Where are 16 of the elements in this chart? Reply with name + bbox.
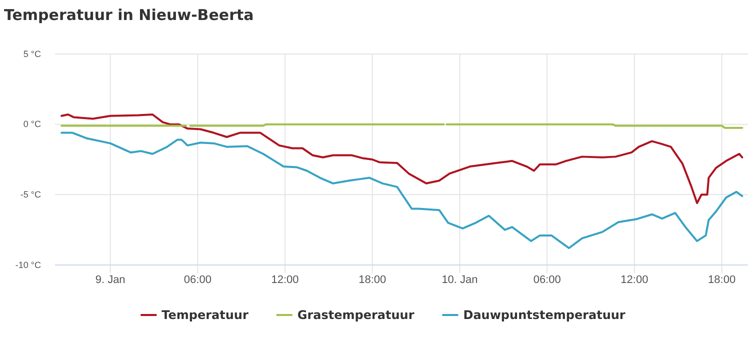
y-tick-label: 5 °C xyxy=(23,48,42,59)
x-tick-label: 18:00 xyxy=(358,274,386,286)
x-tick-label: 12:00 xyxy=(620,274,648,286)
x-tick-label: 06:00 xyxy=(184,274,212,286)
x-tick-label: 9. Jan xyxy=(95,274,126,286)
y-tick-label: 0 °C xyxy=(23,119,42,130)
x-tick-label: 06:00 xyxy=(533,274,561,286)
legend-label: Grastemperatuur xyxy=(297,308,414,322)
y-tick-label: -10 °C xyxy=(15,260,42,270)
y-tick-label: -5 °C xyxy=(20,190,42,200)
x-tick-label: 12:00 xyxy=(271,274,299,286)
legend-label: Temperatuur xyxy=(162,308,248,322)
legend-label: Dauwpuntstemperatuur xyxy=(463,308,626,322)
chart-title: Temperatuur in Nieuw-Beerta xyxy=(4,6,254,24)
x-tick-label: 18:00 xyxy=(708,274,736,286)
x-tick-label: 10. Jan xyxy=(442,274,478,286)
